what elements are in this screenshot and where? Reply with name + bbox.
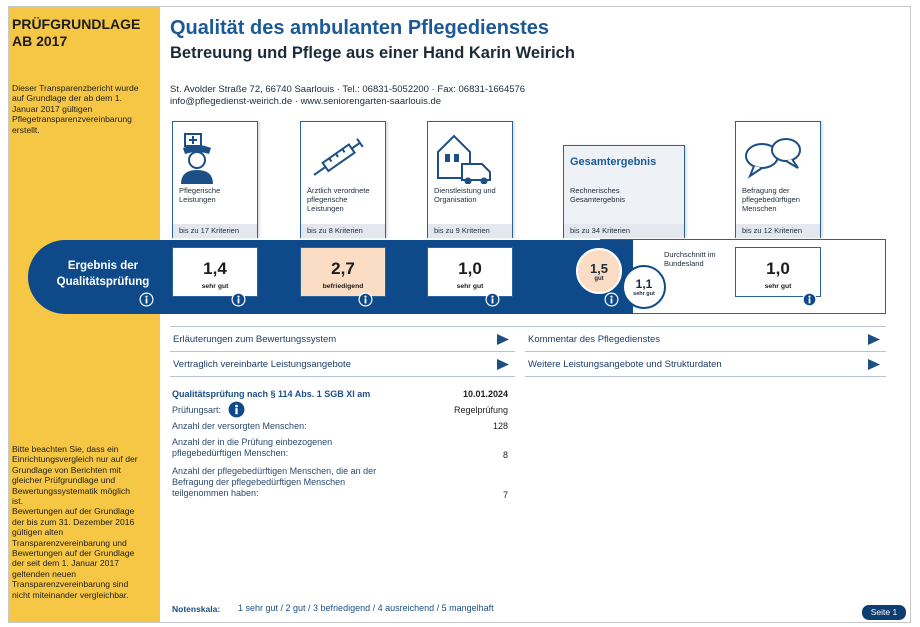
rating: sehr gut [764, 283, 792, 290]
detail-label: Prüfungsart: [172, 405, 222, 415]
link-text: Vertraglich vereinbarte Leistungsangebot… [173, 359, 351, 370]
info-icon[interactable] [358, 292, 373, 307]
score-box: 2,7 befriedigend [300, 247, 386, 297]
link-text: Weitere Leistungsangebote und Strukturda… [528, 359, 722, 370]
sidebar-notes: Bitte beachten Sie, dass ein Einrichtung… [12, 444, 140, 600]
detail-label: Anzahl der pflegebedürftigen Menschen, d… [172, 466, 377, 498]
sidebar-title: PRÜFGRUNDLAGE AB 2017 [12, 16, 141, 49]
detail-value: 7 [502, 490, 508, 500]
sidebar [9, 7, 160, 622]
average-rating: sehr gut [633, 291, 655, 297]
category-card: Befragung der pflegebedürftigen Menschen… [735, 121, 821, 238]
score: 1,4 [203, 259, 227, 278]
category-criteria: bis zu 8 Kriterien [301, 224, 385, 238]
category-card: Pflegerische Leistungen bis zu 17 Kriter… [172, 121, 258, 238]
category-criteria: bis zu 12 Kriterien [736, 224, 820, 238]
detail-value: 10.01.2024 [462, 389, 508, 399]
category-card: Dienstleistung und Organisation bis zu 9… [427, 121, 513, 238]
overall-title: Gesamtergebnis [570, 156, 657, 168]
speech-icon [745, 138, 801, 179]
result-label: Ergebnis der Qualitätsprüfung [56, 260, 150, 288]
info-icon[interactable] [228, 401, 245, 418]
detail-value: 8 [502, 450, 508, 460]
score-box: 1,0 sehr gut [735, 247, 821, 297]
arrow-icon [497, 359, 509, 370]
score-box: 1,0 sehr gut [427, 247, 513, 297]
link[interactable]: Kommentar des Pflegedienstes [525, 327, 886, 352]
detail-label: Anzahl der versorgten Menschen: [172, 421, 307, 431]
arrow-icon [497, 334, 509, 345]
overall-label: Rechnerisches Gesamtergebnis [570, 186, 626, 204]
overall-score: 1,5 [589, 261, 609, 276]
score: 1,0 [766, 259, 790, 278]
category-label: Ärztlich verordnete pflegerische Leistun… [307, 186, 370, 213]
info-icon[interactable] [802, 292, 817, 307]
detail-value: Regelprüfung [453, 405, 508, 415]
category-criteria: bis zu 17 Kriterien [173, 224, 257, 238]
info-icon[interactable] [139, 292, 154, 307]
sidebar-note: Bewertungen auf der Grundlage der bis zu… [12, 506, 135, 600]
scale-label: Notenskala: [172, 604, 221, 614]
detail-label: Anzahl der in die Prüfung einbezogenen p… [172, 437, 333, 458]
category-criteria: bis zu 9 Kriterien [428, 224, 512, 238]
link-text: Erläuterungen zum Bewertungssystem [173, 334, 337, 345]
page-subtitle: Betreuung und Pflege aus einer Hand Kari… [170, 44, 575, 62]
contact: info@pflegedienst-weirich.de · www.senio… [170, 96, 442, 107]
address: St. Avolder Straße 72, 66740 Saarlouis ·… [170, 84, 526, 95]
info-icon[interactable] [485, 292, 500, 307]
average-score: 1,1 [635, 277, 653, 291]
detail-label: Qualitätsprüfung nach § 114 Abs. 1 SGB X… [172, 389, 371, 399]
nurse-icon [181, 133, 213, 184]
info-icon[interactable] [604, 292, 619, 307]
info-icon[interactable] [231, 292, 246, 307]
links-divider [170, 326, 886, 327]
overall-criteria: bis zu 34 Kriterien [564, 224, 684, 238]
page-frame [8, 6, 911, 623]
average-score-circle: 1,1 sehr gut [622, 265, 666, 309]
score: 2,7 [331, 259, 355, 278]
overall-score-circle: 1,5 gut [576, 248, 622, 294]
rating: befriedigend [322, 283, 364, 290]
category-label: Pflegerische Leistungen [179, 186, 221, 204]
overall-rating: gut [594, 276, 604, 282]
category-label: Befragung der pflegebedürftigen Menschen [742, 186, 800, 213]
rating: sehr gut [456, 283, 484, 290]
page-number: Seite 1 [862, 605, 906, 620]
detail-value: 128 [492, 421, 508, 431]
scale: 1 sehr gut / 2 gut / 3 befriedigend / 4 … [238, 603, 494, 613]
category-label: Dienstleistung und Organisation [434, 186, 496, 204]
link-text: Kommentar des Pflegedienstes [528, 334, 661, 345]
service-icon [437, 134, 491, 184]
sidebar-note: Bitte beachten Sie, dass ein Einrichtung… [12, 444, 138, 507]
arrow-icon [868, 359, 880, 370]
syringe-icon [313, 138, 364, 176]
link[interactable]: Erläuterungen zum Bewertungssystem [170, 327, 515, 352]
link[interactable]: Weitere Leistungsangebote und Strukturda… [525, 352, 886, 377]
average-label: Durchschnitt im Bundesland [664, 250, 716, 268]
page-title: Qualität des ambulanten Pflegedienstes [170, 17, 549, 39]
overall-card: Gesamtergebnis Rechnerisches Gesamtergeb… [563, 145, 685, 238]
link[interactable]: Vertraglich vereinbarte Leistungsangebot… [170, 352, 515, 377]
arrow-icon [868, 334, 880, 345]
category-card: Ärztlich verordnete pflegerische Leistun… [300, 121, 386, 238]
score: 1,0 [458, 259, 482, 278]
sidebar-note: Dieser Transparenzbericht wurde auf Grun… [12, 83, 139, 135]
rating: sehr gut [201, 283, 229, 290]
score-box: 1,4 sehr gut [172, 247, 258, 297]
